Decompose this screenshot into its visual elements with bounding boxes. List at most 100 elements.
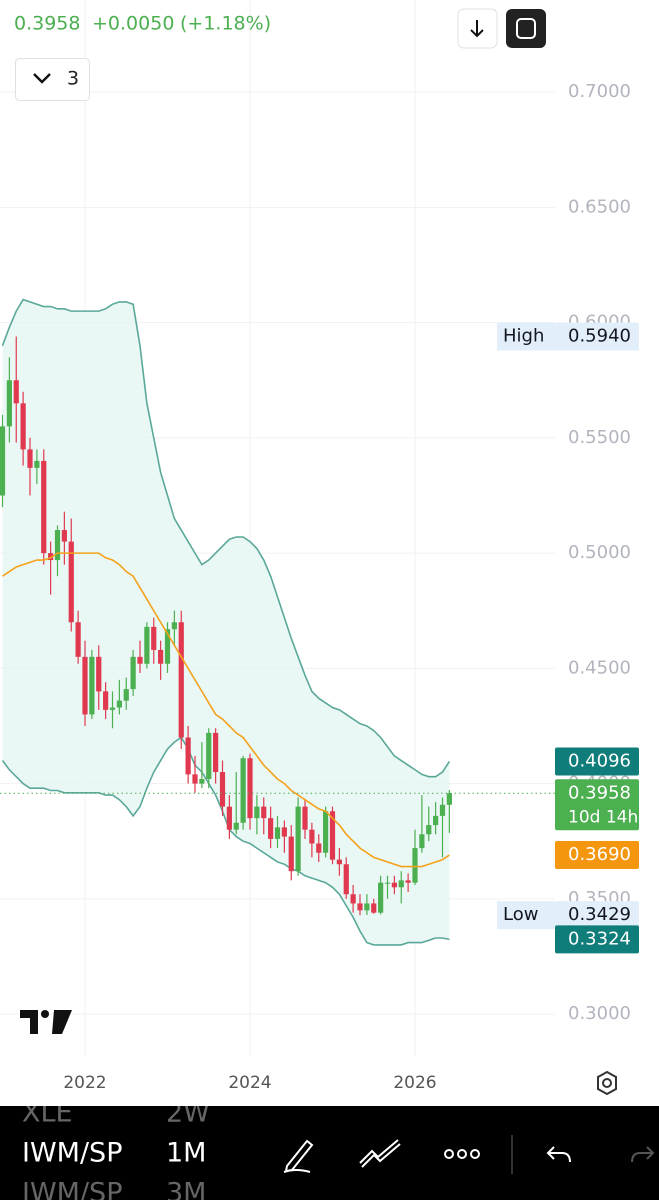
candle-body xyxy=(54,530,61,561)
candle-body xyxy=(158,649,164,664)
candle-body xyxy=(13,380,19,404)
price-marker-box xyxy=(555,779,639,831)
candle-body xyxy=(89,656,95,715)
price-marker-name-box xyxy=(497,901,555,930)
candle-body xyxy=(199,778,205,784)
candle-body xyxy=(75,622,81,657)
candle-body xyxy=(274,827,281,839)
candle-body xyxy=(82,656,88,715)
symbol-interval: 1M xyxy=(166,1138,206,1169)
symbol-interval: 3M xyxy=(166,1178,206,1200)
candle-body xyxy=(323,811,329,853)
candle-body xyxy=(247,758,253,819)
undo-button[interactable] xyxy=(546,1146,571,1163)
candle-body xyxy=(281,827,287,837)
candle-body xyxy=(426,825,432,835)
candle-body xyxy=(433,815,439,826)
price-marker-value: 0.5940 xyxy=(568,325,631,346)
candle-body xyxy=(268,818,274,839)
x-tick-label: 2024 xyxy=(228,1073,271,1093)
candle-body xyxy=(240,758,246,823)
candle-body xyxy=(316,843,322,853)
candle-body xyxy=(226,806,232,830)
candle-body xyxy=(206,732,212,779)
band-middle xyxy=(2,552,450,868)
y-tick-label: 0.5000 xyxy=(568,542,631,563)
price-marker-value: 0.4096 xyxy=(568,750,631,771)
candle-body xyxy=(398,880,404,888)
candle-body xyxy=(336,859,342,865)
y-tick-label: 0.4500 xyxy=(568,657,631,678)
candle-body xyxy=(151,626,157,650)
candle-body xyxy=(439,804,446,816)
candle-body xyxy=(41,460,47,554)
candle-body xyxy=(378,882,384,913)
candle-body xyxy=(446,793,452,805)
candle-body xyxy=(412,848,418,883)
price-marker-box xyxy=(555,841,639,870)
candle-body xyxy=(61,530,67,542)
candle-body xyxy=(384,882,391,884)
trend-tool-button[interactable] xyxy=(359,1139,401,1168)
download-button[interactable] xyxy=(457,8,498,49)
candle-body xyxy=(0,426,6,496)
candle-body xyxy=(137,656,143,664)
candle-body xyxy=(309,829,315,844)
price-marker-name: High xyxy=(503,325,544,346)
candle-body xyxy=(254,806,260,819)
y-tick-label: 0.3000 xyxy=(568,1003,631,1024)
candle-body xyxy=(213,732,219,773)
symbol-name: IWM/SP xyxy=(22,1178,122,1200)
candle-body xyxy=(329,811,336,860)
candle-body xyxy=(130,656,136,690)
candle-body xyxy=(144,626,150,664)
price-marker-value: 0.3690 xyxy=(568,844,631,865)
symbol-picker[interactable]: XLE 2W IWM/SP 1M IWM/SP 3M xyxy=(22,1098,210,1200)
symbol-interval: 2W xyxy=(166,1098,210,1129)
price-scale: 0.70000.65000.60000.55000.50000.45000.40… xyxy=(497,81,639,1024)
plot-area xyxy=(0,0,555,1056)
candle-body xyxy=(391,882,397,888)
candle-body xyxy=(68,541,74,623)
candle-body xyxy=(109,707,116,710)
fullscreen-button[interactable] xyxy=(506,9,546,48)
candle-body xyxy=(48,553,54,561)
candle-body xyxy=(116,700,122,708)
candle-body xyxy=(27,449,33,468)
more-button[interactable] xyxy=(444,1149,480,1159)
y-tick-label: 0.6500 xyxy=(568,196,631,217)
candle-body xyxy=(343,864,349,895)
candle-body xyxy=(34,460,40,468)
price-marker-box xyxy=(555,747,639,776)
indicators-dropdown[interactable]: 3 xyxy=(15,58,90,101)
price-marker-box xyxy=(555,322,639,351)
candle-body xyxy=(96,656,102,692)
price-marker-value: 0.3429 xyxy=(568,904,631,925)
candle-body xyxy=(178,622,184,738)
x-tick-label: 2022 xyxy=(63,1073,106,1093)
candle-body xyxy=(6,380,12,427)
indicator-count: 3 xyxy=(67,68,79,90)
symbol-name: IWM/SP xyxy=(22,1138,122,1169)
price-change-percent: (+1.18%) xyxy=(180,13,271,35)
candle-body xyxy=(123,689,129,701)
price-marker-name-box xyxy=(497,322,555,351)
x-tick-label: 2026 xyxy=(393,1073,436,1093)
price-marker-name: Low xyxy=(503,904,538,925)
y-tick-label: 0.7000 xyxy=(568,81,631,102)
draw-tool-button[interactable] xyxy=(283,1139,314,1173)
candle-body xyxy=(261,806,267,819)
candle-body xyxy=(419,834,425,849)
candle-body xyxy=(219,772,226,807)
candle-body xyxy=(20,403,26,450)
candle-body xyxy=(192,774,198,784)
candle-body xyxy=(185,737,191,775)
candle-body xyxy=(103,691,109,710)
last-price: 0.3958 xyxy=(14,13,80,35)
redo-button[interactable] xyxy=(631,1146,655,1163)
candle-body xyxy=(350,894,356,904)
symbol-name: XLE xyxy=(22,1098,73,1129)
settings-button[interactable] xyxy=(597,1070,617,1096)
price-marker-box xyxy=(555,925,639,954)
candle-body xyxy=(357,903,363,911)
